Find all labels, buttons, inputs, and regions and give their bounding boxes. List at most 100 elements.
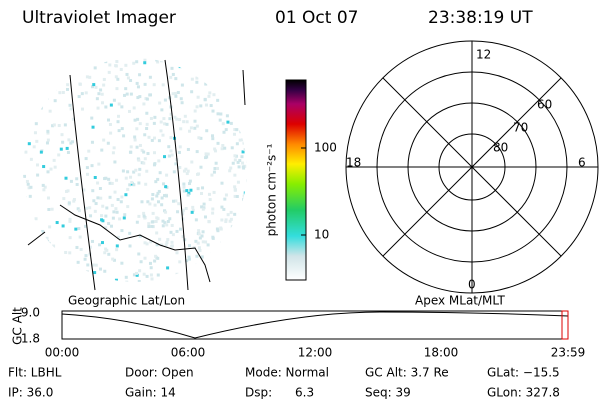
speckle [49,167,53,171]
speckle [60,73,64,77]
speckle [145,97,149,101]
speckle [213,147,217,151]
speckle [54,251,58,255]
speckle [158,237,162,241]
speckle [39,82,43,86]
speckle [211,109,215,113]
speckle [155,58,159,62]
speckle [30,268,34,272]
speckle [154,219,158,223]
speckle [145,169,149,173]
speckle [133,135,137,139]
speckle [149,266,153,270]
speckle [201,186,205,190]
speckle [163,221,167,225]
speckle [238,212,242,216]
speckle [43,185,47,189]
altitude-curve [61,311,569,339]
x-tick: 06:00 [171,346,206,360]
speckle [125,92,129,96]
speckle [246,123,247,127]
speckle [153,203,157,207]
speckle [164,185,168,189]
speckle [140,200,144,204]
speckle [107,177,111,181]
speckle [65,189,69,193]
speckle [82,276,86,280]
speckle [77,209,81,213]
speckle [50,72,54,76]
speckle [216,112,220,116]
speckle [195,76,199,80]
speckle [85,166,89,170]
speckle [66,87,70,91]
speckle [237,165,241,169]
speckle [218,118,222,122]
speckle [138,167,142,171]
speckle [223,77,227,81]
speckle [137,158,141,162]
status-field: Seq: 39 [365,386,411,400]
speckle [45,96,49,100]
speckle [190,210,194,214]
speckle [132,61,136,65]
speckle [53,165,57,169]
speckle [146,200,150,204]
speckle [232,132,236,136]
speckle [50,207,54,211]
speckle [224,218,228,222]
speckle [58,262,62,266]
speckle [239,278,243,282]
speckle [122,134,126,138]
speckle [101,204,105,208]
speckle [46,196,50,200]
speckle [109,131,113,135]
speckle [69,179,73,183]
speckle [207,192,211,196]
speckle [234,58,238,62]
speckle [116,120,120,124]
orbit-frame [61,310,569,340]
speckle [145,242,149,246]
speckle [220,218,224,222]
speckle [195,269,199,273]
speckle [206,69,210,73]
speckle [44,66,48,70]
footer: Flt: LBHL Door: Open Mode: Normal GC Alt: 3… [8,366,560,400]
speckle [116,198,120,202]
speckle [29,262,33,266]
speckle [209,104,213,108]
speckle [52,123,56,127]
colorbar-label: photon cm⁻²s⁻¹ [265,143,279,236]
speckle [46,170,50,174]
speckle [184,167,188,171]
speckle [195,80,199,84]
speckle [69,141,73,145]
speckle [177,63,181,67]
speckle [126,170,130,174]
speckle [216,141,220,145]
speckle [245,201,247,205]
speckle [241,150,245,154]
speckle [170,244,174,248]
speckle [60,133,64,137]
speckle [75,182,79,186]
speckle [168,117,172,121]
speckle [64,259,68,263]
speckle [120,229,124,233]
speckle [29,185,33,189]
y-tick: 9.0 [21,306,40,320]
speckle [97,162,101,166]
lat-label: 70 [513,121,528,135]
speckle [114,207,118,211]
speckle [182,189,186,193]
speckle [28,194,32,198]
speckle [132,183,136,187]
speckle [245,66,247,70]
speckle [92,83,96,87]
speckle [72,199,76,203]
speckle [33,258,37,262]
speckle [233,158,237,162]
panel-title: Apex MLat/MLT [415,294,505,308]
status-field: GC Alt: 3.7 Re [365,366,449,380]
